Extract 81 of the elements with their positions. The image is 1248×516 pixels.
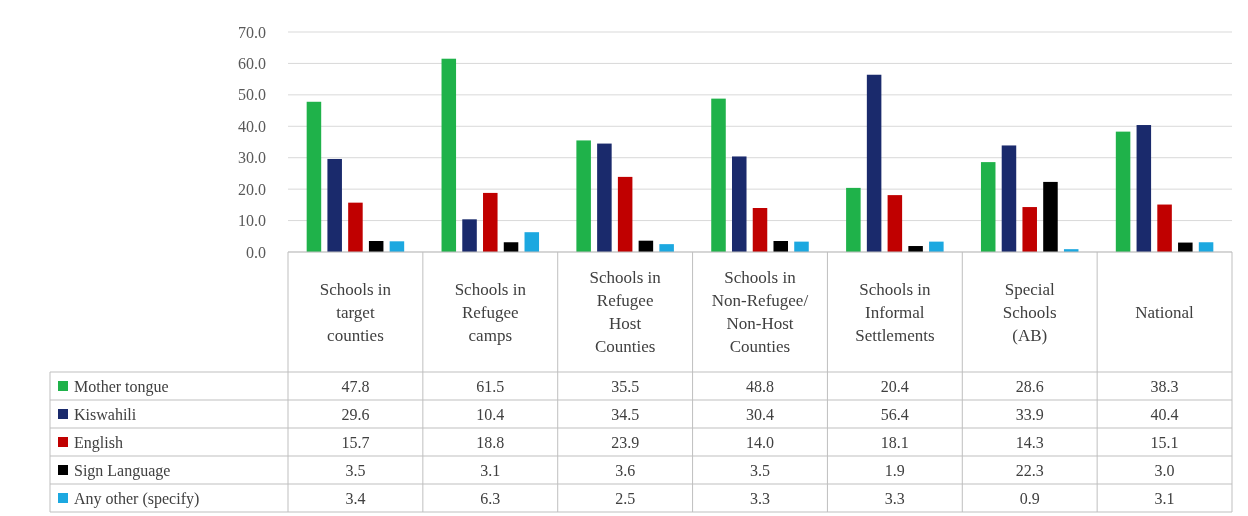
data-label: 22.3: [1015, 461, 1044, 479]
data-label: 3.1: [480, 461, 501, 479]
x-tick-label: Special Schools (AB): [1002, 279, 1057, 345]
data-label: 40.4: [1150, 405, 1179, 423]
bar: [1136, 125, 1152, 252]
data-label: 6.3: [480, 489, 501, 507]
bar: [524, 232, 540, 252]
data-label: 34.5: [611, 405, 640, 423]
data-label: 3.5: [345, 461, 366, 479]
data-label: 18.8: [476, 433, 505, 451]
data-label: 35.5: [611, 377, 640, 395]
data-label: 14.0: [746, 433, 774, 451]
data-label: 23.9: [611, 433, 640, 451]
y-tick-label: 40.0: [238, 117, 266, 135]
bar: [597, 143, 612, 252]
bar: [731, 156, 747, 252]
data-label: 3.5: [750, 461, 770, 479]
data-label: 3.4: [345, 489, 366, 507]
bar: [846, 187, 861, 252]
bar: [1157, 204, 1172, 252]
bar: [389, 241, 405, 252]
bar: [1043, 181, 1058, 252]
data-label: 38.3: [1150, 377, 1179, 395]
x-tick-label: Schools in Informal Settlements: [855, 279, 935, 345]
x-tick-label: Schools in target counties: [319, 279, 392, 345]
data-label: 18.1: [880, 433, 909, 451]
x-tick-label: Schools in Non-Refugee/Non-Host Counties: [711, 268, 809, 357]
y-tick-label: 50.0: [238, 86, 266, 104]
data-label: 3.6: [615, 461, 636, 479]
y-tick-label: 20.0: [238, 180, 266, 198]
x-tick-label: Schools in Refugee camps: [454, 279, 527, 345]
bar: [327, 158, 342, 252]
bar: [711, 98, 726, 252]
data-label: 33.9: [1015, 405, 1044, 423]
bar: [752, 208, 768, 252]
data-label: 3.0: [1154, 461, 1175, 479]
bar: [1022, 207, 1037, 252]
data-label: 47.8: [341, 377, 370, 395]
data-label: 48.8: [746, 377, 774, 395]
bar: [773, 241, 789, 252]
y-tick-label: 30.0: [238, 149, 266, 167]
data-label: 10.4: [476, 405, 505, 423]
bar: [348, 202, 363, 252]
bar: [441, 58, 457, 252]
y-tick-label: 10.0: [238, 212, 266, 230]
bar: [462, 219, 477, 252]
x-tick-label: National: [1135, 302, 1195, 322]
bar: [483, 192, 498, 252]
legend-label: English: [74, 433, 123, 452]
legend-label: Any other (specify): [74, 489, 200, 508]
data-label: 3.3: [750, 489, 770, 507]
data-label: 15.1: [1150, 433, 1179, 451]
data-label: 3.1: [1154, 489, 1175, 507]
data-label: 20.4: [880, 377, 909, 395]
legend-label: Kiswahili: [74, 405, 137, 423]
data-label: 28.6: [1015, 377, 1044, 395]
y-tick-label: 70.0: [238, 23, 266, 41]
y-tick-label: 0.0: [246, 243, 266, 261]
data-label: 1.9: [884, 461, 905, 479]
bar: [306, 101, 322, 252]
x-tick-label: Schools in Refugee Host Counties: [589, 268, 662, 357]
data-label: 3.3: [884, 489, 905, 507]
bar: [887, 195, 903, 252]
bar: [576, 140, 591, 252]
y-tick-label: 60.0: [238, 55, 266, 73]
bar: [659, 244, 674, 252]
data-label: 29.6: [341, 405, 370, 423]
data-label: 30.4: [746, 405, 774, 423]
data-label: 15.7: [341, 433, 370, 451]
data-label: 2.5: [615, 489, 636, 507]
legend-label: Mother tongue: [74, 377, 169, 396]
legend-label: Sign Language: [74, 461, 171, 480]
bar: [866, 74, 882, 252]
data-label: 14.3: [1015, 433, 1044, 451]
bar: [617, 176, 633, 252]
bar: [980, 162, 996, 252]
data-label: 61.5: [476, 377, 505, 395]
data-label: 0.9: [1019, 489, 1040, 507]
bar: [1001, 145, 1017, 252]
data-label: 56.4: [880, 405, 909, 423]
bar: [1115, 131, 1131, 252]
